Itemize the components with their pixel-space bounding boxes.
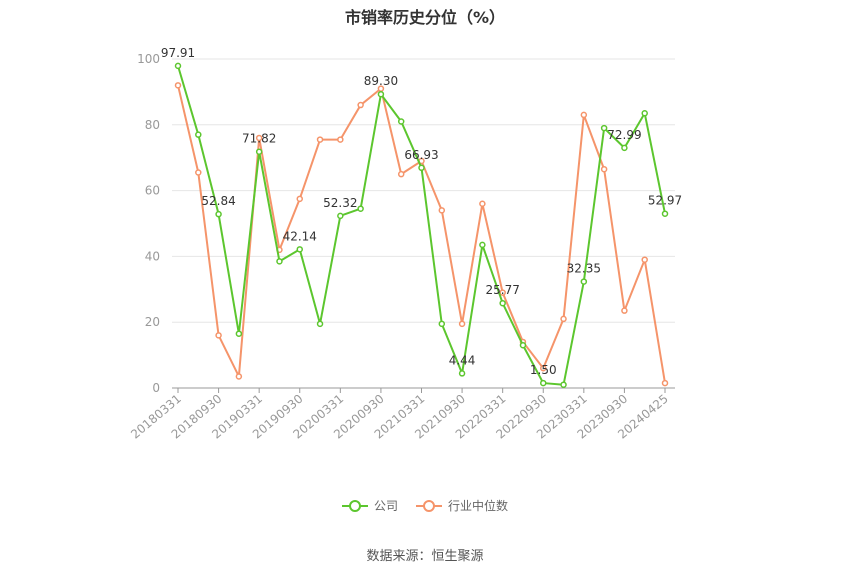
data-point-company [458,370,466,377]
data-point-company [296,246,303,253]
data-point-company [255,148,263,155]
legend-item-industry-median[interactable]: 行业中位数 [416,497,508,514]
data-point-company [316,320,324,328]
data-point-company [397,118,405,125]
data-point-industry-median [215,332,222,339]
data-point-industry-median [174,82,182,89]
data-point-industry-median [499,289,506,296]
data-label: 52.84 [201,194,235,208]
data-point-company [540,379,547,387]
data-point-industry-median [397,170,405,178]
source-note: 数据来源：恒生聚源 [366,549,484,564]
y-tick-label: 60 [145,184,160,198]
data-point-industry-median [235,373,243,380]
data-point-company [560,381,567,388]
data-point-industry-median [195,169,202,176]
legend-label-industry-median: 行业中位数 [448,499,509,513]
data-point-industry-median [458,320,466,328]
data-label: 72.99 [607,128,641,142]
data-point-company [215,210,222,218]
data-point-company [519,341,527,349]
series-lines [174,62,669,388]
data-label: 89.30 [364,74,398,88]
data-point-company [377,90,385,98]
y-tick-label: 20 [145,315,160,329]
data-point-company [600,124,608,132]
legend-swatch-industry-icon [416,499,442,512]
data-point-company [661,210,669,217]
data-point-industry-median [641,256,648,263]
axes: 0204060801002018033120180930201903312019… [128,52,675,442]
data-point-company [418,164,425,172]
data-point-industry-median [560,315,567,323]
data-point-company [174,62,182,70]
data-point-company [438,320,446,328]
data-point-company [641,110,648,117]
data-label: 4.44 [449,353,476,367]
data-point-industry-median [316,136,324,143]
data-point-industry-median [479,200,486,208]
data-label: 25.77 [485,283,519,297]
data-point-company [580,278,588,285]
series-line-company [177,65,666,386]
data-point-industry-median [357,101,364,109]
data-point-company [621,144,628,152]
data-label: 42.14 [283,229,317,243]
data-labels: 97.91 52.84 71.82 42.14 52.32 89.30 66.93 4.44 2… [161,46,682,377]
data-point-industry-median [337,136,344,143]
data-point-company [479,241,486,249]
data-point-industry-median [540,365,547,372]
data-point-company [276,258,283,265]
data-label: 32.35 [567,262,601,276]
data-point-industry-median [296,195,303,203]
data-point-company [499,299,506,307]
y-tick-label: 40 [145,249,160,263]
data-label: 52.32 [323,196,357,210]
legend: 公司 行业中位数 [0,497,850,514]
data-point-industry-median [600,165,608,173]
data-point-company [195,131,202,138]
y-tick-label: 100 [137,52,160,66]
data-label: 97.91 [161,46,195,60]
data-point-company [235,330,243,337]
y-tick-label: 0 [152,381,160,395]
data-point-industry-median [580,111,588,119]
data-point-company [357,205,364,212]
data-point-industry-median [621,307,628,314]
data-point-industry-median [438,207,446,214]
data-label: 71.82 [242,132,276,146]
legend-item-company[interactable]: 公司 [341,497,398,514]
series-line-industry-median [177,85,666,384]
data-label: 1.50 [530,363,557,377]
chart-title: 市销率历史分位（%） [344,8,506,27]
legend-swatch-company-icon [341,499,368,512]
data-point-industry-median [661,379,669,387]
data-label: 66.93 [404,148,438,162]
data-point-industry-median [255,134,263,142]
y-tick-label: 80 [145,118,160,132]
data-point-company [337,212,344,220]
legend-label-company: 公司 [373,499,398,513]
data-label: 52.97 [648,194,682,208]
